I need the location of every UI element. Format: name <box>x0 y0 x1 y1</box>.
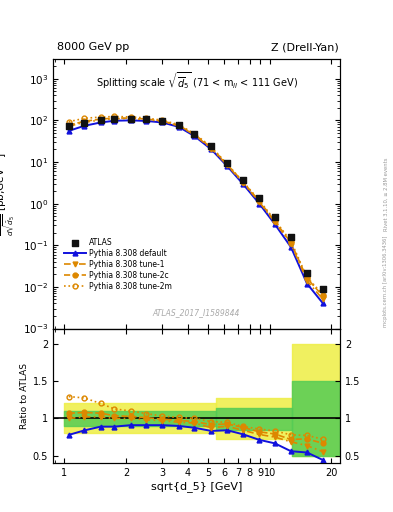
Pythia 8.308 default <box>128 117 133 123</box>
Pythia 8.308 default <box>144 118 149 124</box>
Pythia 8.308 default <box>160 119 165 125</box>
Pythia 8.308 tune-2c <box>98 116 103 122</box>
Pythia 8.308 tune-1 <box>192 132 197 138</box>
Pythia 8.308 default <box>225 163 230 169</box>
Line: Pythia 8.308 tune-1: Pythia 8.308 tune-1 <box>66 116 325 302</box>
Pythia 8.308 tune-2c <box>128 115 133 121</box>
Pythia 8.308 tune-2c <box>321 293 325 299</box>
Pythia 8.308 default <box>321 301 325 307</box>
Pythia 8.308 tune-2m <box>160 117 165 123</box>
Pythia 8.308 tune-2m <box>257 197 262 203</box>
ATLAS <box>224 159 230 167</box>
Pythia 8.308 tune-2c <box>257 198 262 204</box>
Y-axis label: $\frac{d\sigma}{d\sqrt{\bar{d}_5}}$ [pb,GeV$^{-1}$]: $\frac{d\sigma}{d\sqrt{\bar{d}_5}}$ [pb,… <box>0 152 17 236</box>
ATLAS <box>272 213 278 221</box>
Pythia 8.308 tune-2c <box>160 118 165 124</box>
ATLAS <box>127 115 134 123</box>
Pythia 8.308 tune-2m <box>225 161 230 167</box>
Pythia 8.308 tune-1 <box>241 180 245 186</box>
Pythia 8.308 tune-1 <box>98 117 103 123</box>
Pythia 8.308 tune-2c <box>305 275 309 282</box>
Pythia 8.308 tune-1 <box>112 116 117 122</box>
Text: ATLAS_2017_I1589844: ATLAS_2017_I1589844 <box>153 308 240 317</box>
Pythia 8.308 tune-1 <box>321 296 325 303</box>
ATLAS <box>159 117 165 125</box>
Line: Pythia 8.308 tune-2m: Pythia 8.308 tune-2m <box>66 114 325 297</box>
Pythia 8.308 tune-1 <box>305 278 309 284</box>
Pythia 8.308 tune-2m <box>272 217 277 223</box>
Pythia 8.308 default <box>192 133 197 139</box>
Text: Z (Drell-Yan): Z (Drell-Yan) <box>271 42 339 52</box>
Pythia 8.308 default <box>241 181 245 187</box>
Pythia 8.308 tune-2m <box>321 292 325 298</box>
Pythia 8.308 default <box>257 201 262 207</box>
Pythia 8.308 tune-2m <box>98 114 103 120</box>
ATLAS <box>256 194 263 202</box>
Pythia 8.308 default <box>209 146 214 153</box>
Pythia 8.308 default <box>112 118 117 124</box>
Pythia 8.308 tune-2c <box>209 145 214 151</box>
Pythia 8.308 tune-2m <box>192 131 197 137</box>
Pythia 8.308 tune-2c <box>112 115 117 121</box>
ATLAS <box>111 115 118 123</box>
Pythia 8.308 tune-1 <box>160 118 165 124</box>
Pythia 8.308 tune-2m <box>128 114 133 120</box>
Pythia 8.308 tune-2c <box>144 116 149 122</box>
X-axis label: sqrt{d_5} [GeV]: sqrt{d_5} [GeV] <box>151 481 242 492</box>
Pythia 8.308 tune-1 <box>66 123 71 130</box>
Pythia 8.308 default <box>288 244 293 250</box>
Text: 8000 GeV pp: 8000 GeV pp <box>57 42 129 52</box>
Pythia 8.308 tune-2c <box>176 122 181 129</box>
Pythia 8.308 tune-2m <box>176 121 181 127</box>
Pythia 8.308 tune-2m <box>288 238 293 244</box>
Pythia 8.308 tune-2c <box>82 118 87 124</box>
Pythia 8.308 tune-1 <box>272 219 277 225</box>
Pythia 8.308 tune-1 <box>209 145 214 152</box>
ATLAS <box>191 130 198 138</box>
Y-axis label: Ratio to ATLAS: Ratio to ATLAS <box>20 363 29 429</box>
ATLAS <box>304 269 310 277</box>
Pythia 8.308 tune-1 <box>257 199 262 205</box>
Line: Pythia 8.308 tune-2c: Pythia 8.308 tune-2c <box>66 116 325 298</box>
Pythia 8.308 tune-2c <box>288 240 293 246</box>
Pythia 8.308 tune-2m <box>241 179 245 185</box>
ATLAS <box>143 115 149 123</box>
Pythia 8.308 default <box>98 119 103 125</box>
Pythia 8.308 tune-2c <box>241 179 245 185</box>
Legend: ATLAS, Pythia 8.308 default, Pythia 8.308 tune-1, Pythia 8.308 tune-2c, Pythia 8: ATLAS, Pythia 8.308 default, Pythia 8.30… <box>62 237 174 292</box>
Pythia 8.308 default <box>66 128 71 134</box>
Pythia 8.308 tune-1 <box>128 116 133 122</box>
Text: Rivet 3.1.10, ≥ 2.8M events: Rivet 3.1.10, ≥ 2.8M events <box>384 158 388 231</box>
ATLAS <box>288 232 294 241</box>
Pythia 8.308 tune-2m <box>209 144 214 150</box>
Pythia 8.308 tune-1 <box>288 241 293 247</box>
ATLAS <box>208 142 215 151</box>
Pythia 8.308 tune-2m <box>144 115 149 121</box>
Pythia 8.308 default <box>176 124 181 130</box>
Pythia 8.308 tune-2m <box>305 274 309 281</box>
ATLAS <box>66 122 72 131</box>
Pythia 8.308 tune-2c <box>192 132 197 138</box>
ATLAS <box>320 285 326 293</box>
ATLAS <box>240 176 246 184</box>
Text: mcplots.cern.ch [arXiv:1306.3436]: mcplots.cern.ch [arXiv:1306.3436] <box>384 236 388 327</box>
Pythia 8.308 default <box>272 221 277 227</box>
Pythia 8.308 tune-2m <box>82 115 87 121</box>
Pythia 8.308 tune-2c <box>66 122 71 128</box>
ATLAS <box>175 121 182 129</box>
Text: Splitting scale $\sqrt{\overline{d}_5}$ (71 < m$_{ll}$ < 111 GeV): Splitting scale $\sqrt{\overline{d}_5}$ … <box>95 70 298 91</box>
Line: Pythia 8.308 default: Pythia 8.308 default <box>66 118 325 306</box>
ATLAS <box>97 116 104 124</box>
ATLAS <box>81 119 88 127</box>
Pythia 8.308 tune-2c <box>225 161 230 167</box>
Pythia 8.308 tune-2c <box>272 218 277 224</box>
Pythia 8.308 tune-1 <box>176 123 181 129</box>
Pythia 8.308 default <box>305 281 309 287</box>
Pythia 8.308 tune-1 <box>144 116 149 122</box>
Pythia 8.308 tune-1 <box>82 119 87 125</box>
Pythia 8.308 tune-2m <box>112 114 117 120</box>
Pythia 8.308 tune-2m <box>66 119 71 125</box>
Pythia 8.308 default <box>82 123 87 129</box>
Pythia 8.308 tune-1 <box>225 162 230 168</box>
